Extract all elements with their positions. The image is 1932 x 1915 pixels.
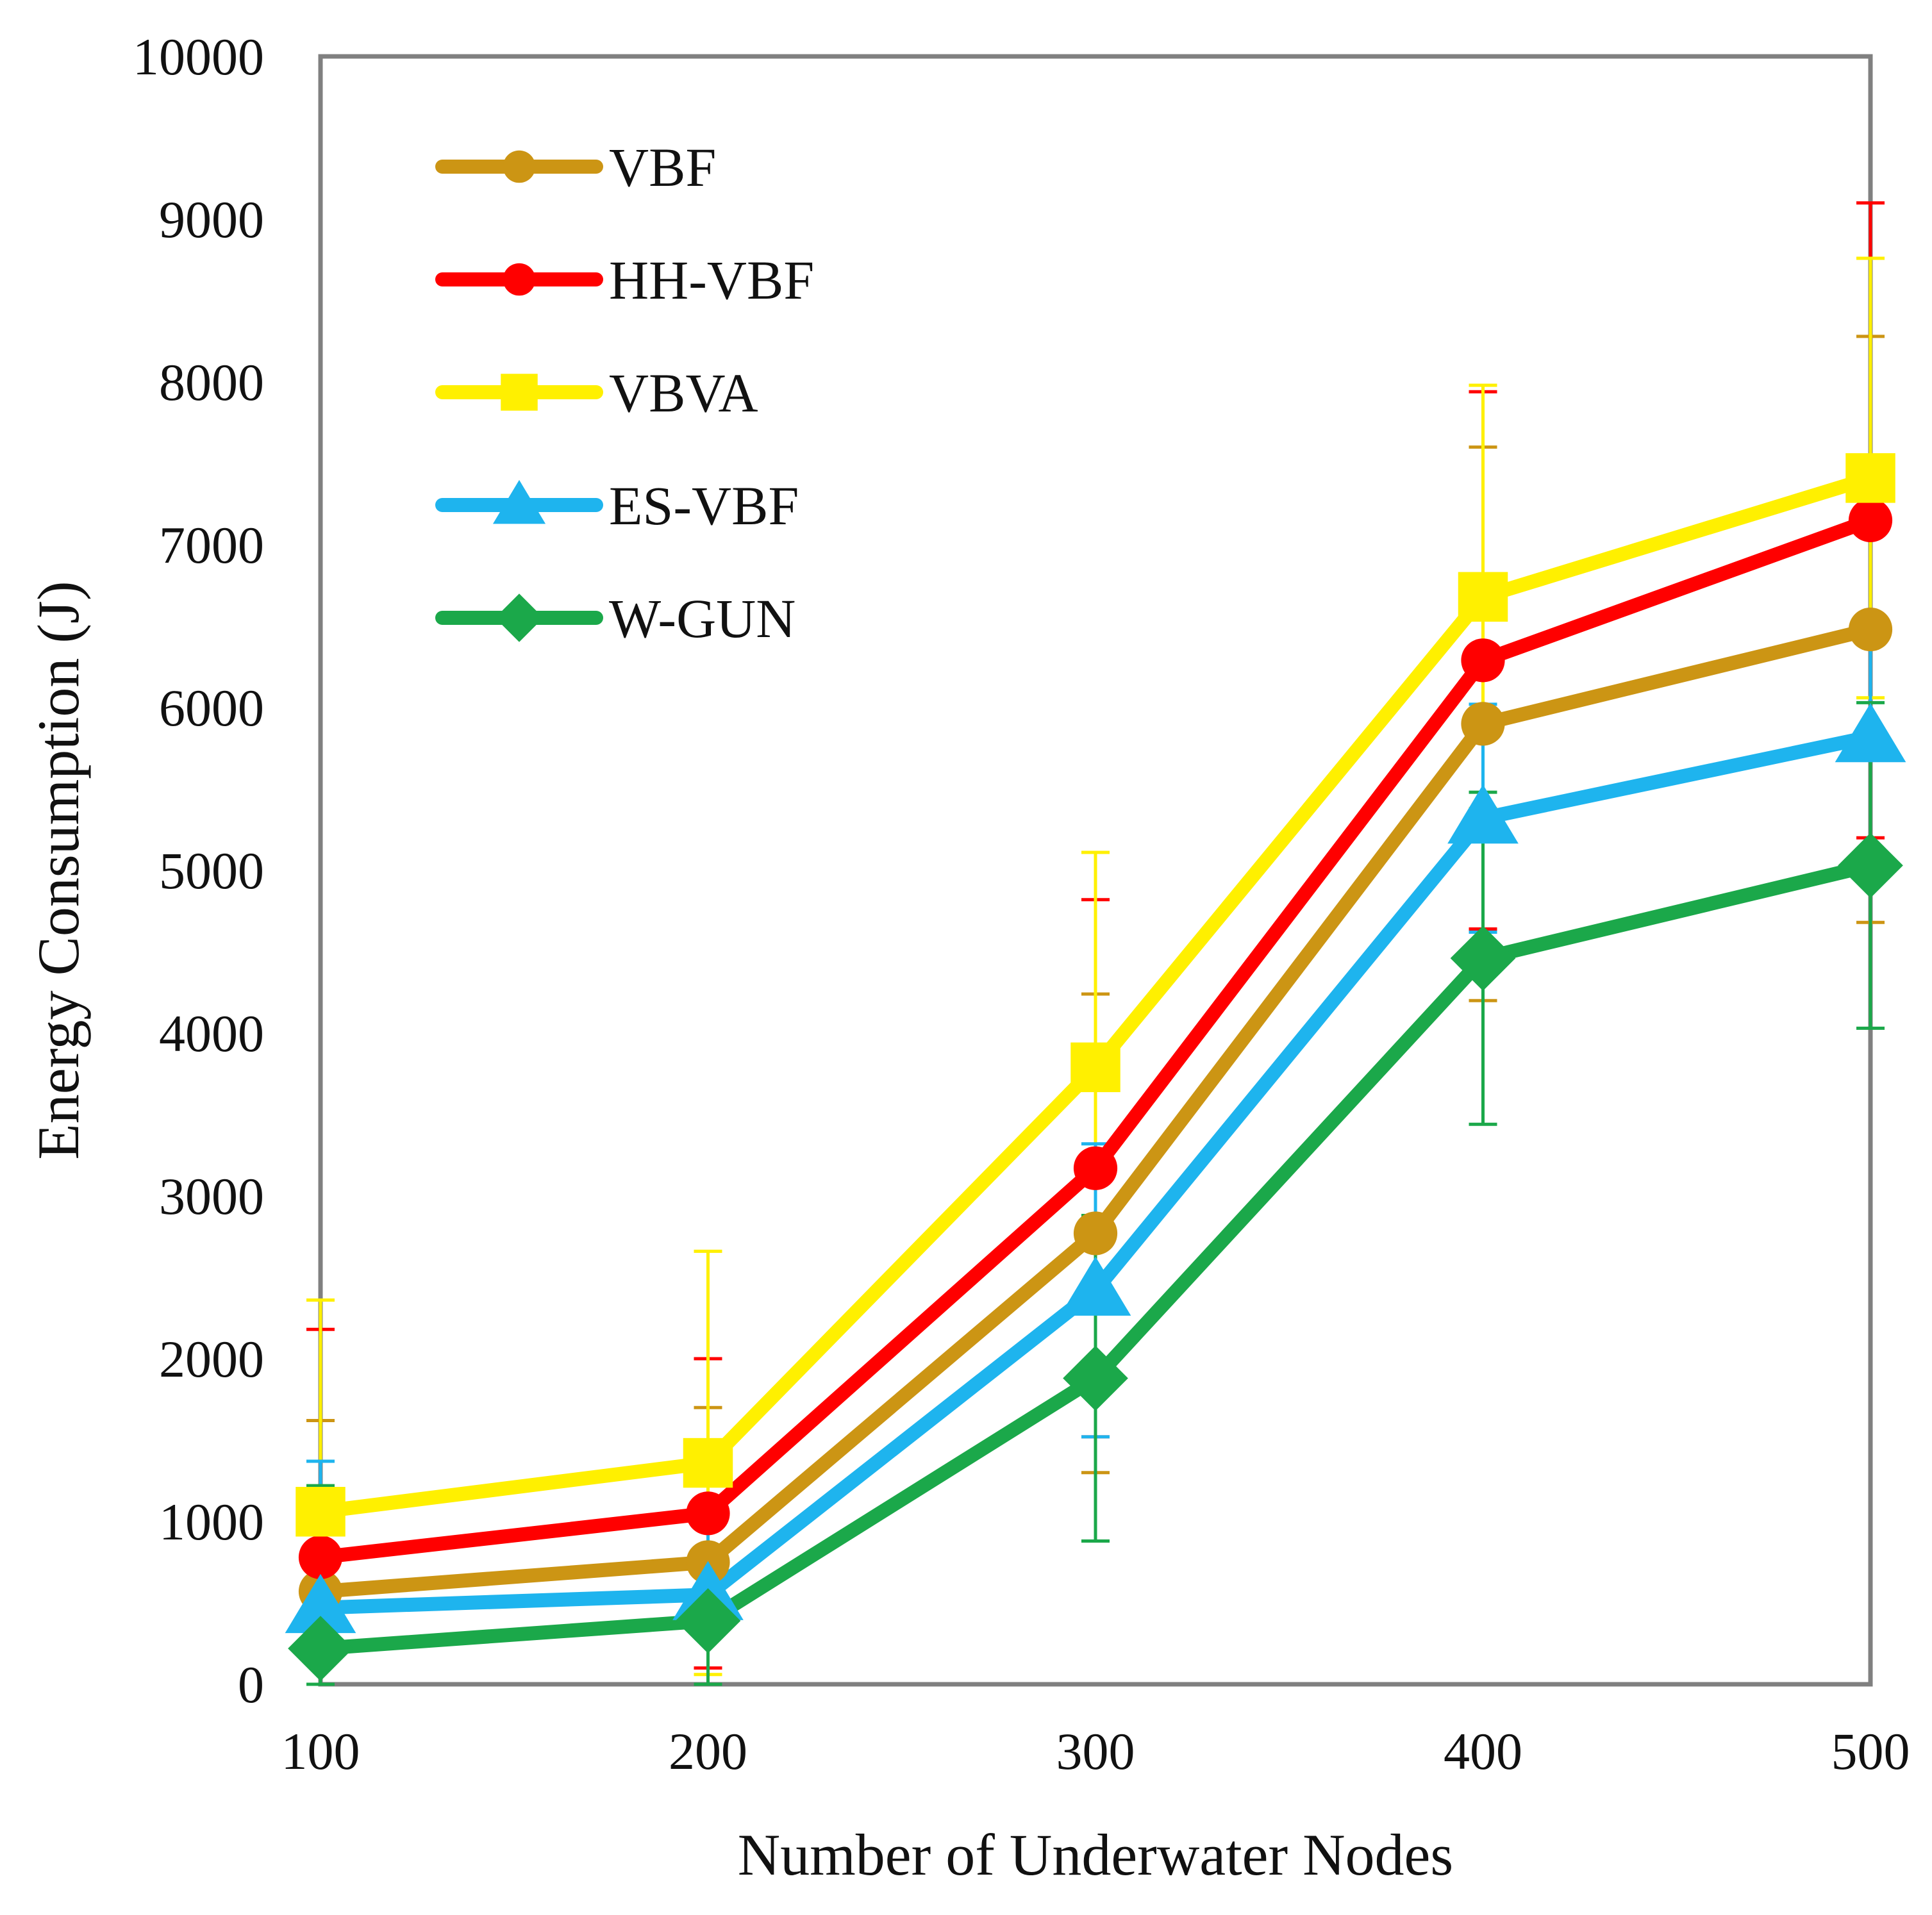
data-point-es-vbf bbox=[1060, 1256, 1131, 1316]
data-point-vbf bbox=[1073, 1211, 1118, 1256]
legend-item-es-vbf: ES-VBF bbox=[435, 475, 799, 536]
legend-item-vbva: VBVA bbox=[435, 362, 758, 424]
y-tick-label: 3000 bbox=[159, 1167, 264, 1225]
y-tick-label: 5000 bbox=[159, 841, 264, 900]
data-point-w-gun bbox=[675, 1588, 741, 1654]
legend-swatch-marker bbox=[495, 593, 544, 642]
legend-item-vbf: VBF bbox=[435, 137, 716, 198]
y-tick-label: 8000 bbox=[159, 353, 264, 411]
legend-swatch-marker bbox=[503, 263, 536, 296]
legend-label: W-GUN bbox=[609, 588, 795, 649]
data-point-vbf bbox=[1461, 702, 1505, 746]
data-point-vbva bbox=[1070, 1042, 1120, 1093]
data-point-es-vbf bbox=[1447, 784, 1519, 844]
data-point-hh-vbf bbox=[1073, 1146, 1118, 1190]
data-point-w-gun bbox=[1063, 1345, 1128, 1411]
data-point-w-gun bbox=[1838, 833, 1903, 899]
legend-label: VBF bbox=[609, 137, 716, 198]
data-point-hh-vbf bbox=[298, 1535, 343, 1579]
data-point-vbva bbox=[1845, 453, 1895, 503]
y-tick-label: 10000 bbox=[133, 28, 264, 86]
y-tick-label: 7000 bbox=[159, 516, 264, 574]
data-point-hh-vbf bbox=[686, 1491, 730, 1536]
y-tick-label: 1000 bbox=[159, 1493, 264, 1551]
x-axis-ticks: 100 200 300 400 500 bbox=[281, 1722, 1910, 1780]
legend-swatch-marker bbox=[492, 479, 546, 524]
data-point-vbva bbox=[1458, 572, 1508, 622]
data-point-vbva bbox=[296, 1487, 346, 1537]
data-point-w-gun bbox=[288, 1616, 353, 1681]
y-tick-label: 6000 bbox=[159, 679, 264, 737]
legend-item-w-gun: W-GUN bbox=[435, 588, 795, 649]
legend-swatch-marker bbox=[501, 374, 538, 411]
y-tick-label: 9000 bbox=[159, 190, 264, 249]
series-markers bbox=[285, 453, 1906, 1681]
data-point-hh-vbf bbox=[1848, 498, 1893, 543]
error-bars bbox=[306, 201, 1885, 1686]
x-tick-label: 300 bbox=[1056, 1722, 1135, 1780]
legend: VBF HH-VBF VBVA ES-VBF W-GUN bbox=[435, 137, 814, 649]
x-tick-label: 100 bbox=[281, 1722, 360, 1780]
x-axis-title: Number of Underwater Nodes bbox=[738, 1822, 1453, 1887]
data-point-w-gun bbox=[1450, 925, 1516, 991]
y-tick-label: 0 bbox=[238, 1655, 264, 1714]
y-axis-ticks: 0 1000 2000 3000 4000 5000 6000 7000 8000 9000 100… bbox=[133, 28, 264, 1714]
legend-item-hh-vbf: HH-VBF bbox=[435, 249, 814, 311]
legend-label: ES-VBF bbox=[609, 475, 799, 536]
data-point-es-vbf bbox=[1835, 703, 1906, 763]
data-point-vbva bbox=[683, 1438, 733, 1488]
data-point-vbf bbox=[1848, 607, 1893, 652]
x-tick-label: 400 bbox=[1444, 1722, 1522, 1780]
x-tick-label: 500 bbox=[1831, 1722, 1910, 1780]
data-point-hh-vbf bbox=[1461, 638, 1505, 683]
data-point-es-vbf bbox=[285, 1573, 356, 1634]
x-tick-label: 200 bbox=[669, 1722, 747, 1780]
legend-label: HH-VBF bbox=[609, 249, 814, 311]
y-tick-label: 4000 bbox=[159, 1004, 264, 1063]
y-tick-label: 2000 bbox=[159, 1330, 264, 1388]
legend-swatch-marker bbox=[503, 150, 536, 183]
legend-label: VBVA bbox=[609, 362, 758, 424]
y-axis-title: Energy Consumption (J) bbox=[26, 581, 91, 1160]
